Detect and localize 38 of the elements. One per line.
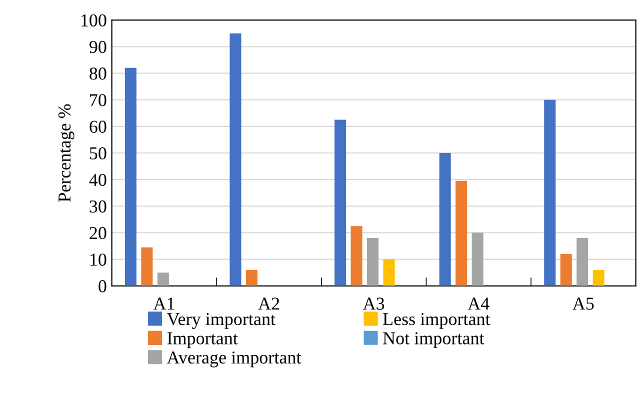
legend-label: Less important xyxy=(383,313,490,329)
y-axis-title: Percentage % xyxy=(58,104,74,202)
y-tick-label: 90 xyxy=(89,40,106,54)
y-tick-label: 100 xyxy=(81,14,106,27)
y-tick-label: 30 xyxy=(90,200,106,213)
y-tick-label: 20 xyxy=(90,227,106,240)
y-tick-label: 40 xyxy=(89,174,106,186)
bar xyxy=(560,254,572,286)
x-tick-label: A2 xyxy=(258,298,280,310)
bar xyxy=(334,120,346,286)
y-tick-label: 10 xyxy=(90,254,106,266)
bar xyxy=(157,272,169,286)
y-tick-label: 80 xyxy=(90,67,106,80)
legend-label: Not important xyxy=(383,332,484,348)
legend-label: Average important xyxy=(166,351,302,368)
y-tick-label: 60 xyxy=(90,120,106,133)
bar xyxy=(472,232,484,286)
bar xyxy=(592,270,604,286)
bar xyxy=(439,152,451,286)
bar xyxy=(383,259,395,286)
legend-label: Very important xyxy=(166,313,276,329)
bar xyxy=(456,180,468,286)
bar xyxy=(576,238,588,286)
x-tick-label: A4 xyxy=(468,298,490,310)
bar xyxy=(350,226,362,286)
bar xyxy=(367,238,379,286)
bar xyxy=(230,33,242,286)
x-tick-label: A3 xyxy=(362,298,384,310)
x-tick-label: A1 xyxy=(153,298,174,310)
y-tick-label: 50 xyxy=(90,147,106,160)
legend-label: Important xyxy=(167,332,238,348)
bar xyxy=(124,68,136,286)
y-tick-label: 0 xyxy=(98,280,106,292)
bar xyxy=(141,247,153,286)
x-tick-label: A5 xyxy=(572,298,594,310)
bar xyxy=(544,100,556,286)
y-tick-label: 70 xyxy=(90,94,106,106)
bar xyxy=(246,270,258,286)
